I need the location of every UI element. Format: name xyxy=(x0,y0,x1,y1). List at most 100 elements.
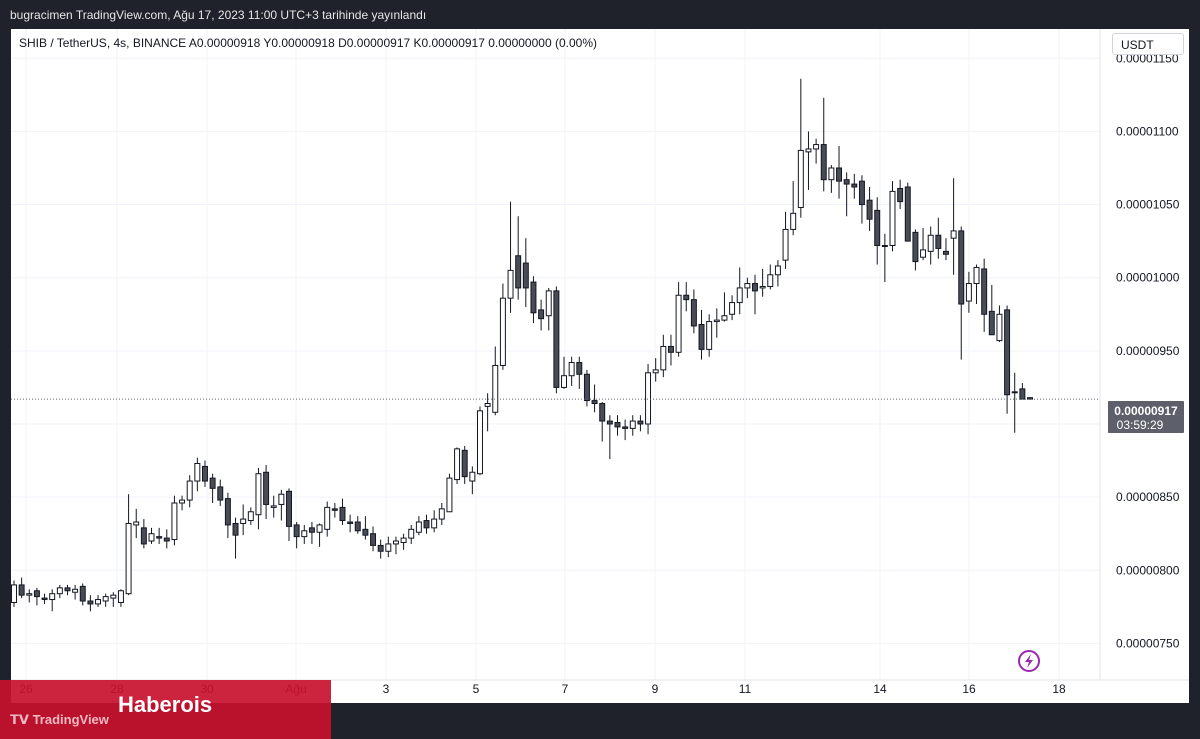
candle[interactable] xyxy=(110,592,117,607)
candle[interactable] xyxy=(148,527,155,544)
candle[interactable] xyxy=(324,501,331,537)
candle[interactable] xyxy=(431,510,438,533)
candle[interactable] xyxy=(645,364,652,435)
candle[interactable] xyxy=(660,334,667,378)
lightning-icon[interactable] xyxy=(1018,650,1040,672)
candle[interactable] xyxy=(836,146,843,199)
candle[interactable] xyxy=(759,268,766,297)
candle[interactable] xyxy=(133,508,140,539)
candle[interactable] xyxy=(553,286,560,394)
candle[interactable] xyxy=(606,415,613,460)
candle[interactable] xyxy=(828,165,835,193)
candle[interactable] xyxy=(18,577,25,599)
candle[interactable] xyxy=(286,488,292,542)
candle[interactable] xyxy=(973,264,980,305)
candle[interactable] xyxy=(423,514,430,534)
candle[interactable] xyxy=(33,587,40,606)
candle[interactable] xyxy=(706,314,713,357)
candle[interactable] xyxy=(996,305,1003,343)
candle[interactable] xyxy=(87,595,94,612)
candle[interactable] xyxy=(935,217,942,259)
candle[interactable] xyxy=(64,584,71,596)
candle[interactable] xyxy=(224,492,231,539)
candle[interactable] xyxy=(782,211,789,269)
candle[interactable] xyxy=(201,460,208,487)
candle[interactable] xyxy=(881,233,888,283)
candle[interactable] xyxy=(736,267,743,315)
candle[interactable] xyxy=(400,533,407,550)
candle[interactable] xyxy=(454,447,461,484)
candle[interactable] xyxy=(713,308,720,338)
candle[interactable] xyxy=(652,358,659,382)
candle[interactable] xyxy=(163,529,170,549)
candle[interactable] xyxy=(438,502,445,525)
candle[interactable] xyxy=(301,524,308,544)
candle[interactable] xyxy=(522,238,529,307)
candle[interactable] xyxy=(392,536,399,555)
candle[interactable] xyxy=(240,504,247,536)
candle[interactable] xyxy=(897,179,904,209)
candle[interactable] xyxy=(1004,305,1011,414)
candle[interactable] xyxy=(1019,383,1026,400)
candle[interactable] xyxy=(247,507,254,525)
candle[interactable] xyxy=(920,227,927,261)
candle[interactable] xyxy=(171,495,178,546)
candle[interactable] xyxy=(965,271,972,313)
candle[interactable] xyxy=(820,97,827,192)
candle[interactable] xyxy=(194,457,201,492)
candle[interactable] xyxy=(186,475,193,508)
candle[interactable] xyxy=(988,285,995,336)
candle[interactable] xyxy=(637,415,644,432)
candle[interactable] xyxy=(851,173,858,199)
candle[interactable] xyxy=(950,178,957,275)
candle[interactable] xyxy=(591,384,598,413)
candle[interactable] xyxy=(354,516,361,534)
candle[interactable] xyxy=(461,445,468,484)
candle[interactable] xyxy=(125,494,132,596)
candle[interactable] xyxy=(492,346,499,416)
candle[interactable] xyxy=(156,527,163,544)
candle[interactable] xyxy=(927,226,934,265)
candle[interactable] xyxy=(362,516,369,540)
candle[interactable] xyxy=(56,584,63,599)
candle[interactable] xyxy=(538,299,545,331)
candle[interactable] xyxy=(446,473,453,513)
candle[interactable] xyxy=(576,356,583,389)
candle[interactable] xyxy=(622,419,629,441)
candle[interactable] xyxy=(805,131,812,190)
candle[interactable] xyxy=(255,467,262,530)
candle[interactable] xyxy=(79,583,86,606)
candle[interactable] xyxy=(293,522,300,549)
candle[interactable] xyxy=(140,519,147,549)
candle[interactable] xyxy=(583,369,590,407)
candle[interactable] xyxy=(217,479,224,506)
candle[interactable] xyxy=(561,356,567,389)
candle[interactable] xyxy=(942,238,949,261)
candle[interactable] xyxy=(179,495,186,511)
candle[interactable] xyxy=(774,260,781,287)
candle[interactable] xyxy=(667,334,674,366)
candle[interactable] xyxy=(270,495,277,518)
candle[interactable] xyxy=(370,526,377,552)
candle[interactable] xyxy=(530,276,537,324)
candle[interactable] xyxy=(797,78,804,218)
candle[interactable] xyxy=(614,415,621,436)
candle[interactable] xyxy=(41,593,48,604)
candle[interactable] xyxy=(232,517,239,559)
candle[interactable] xyxy=(484,393,491,432)
candle[interactable] xyxy=(790,181,797,236)
candle[interactable] xyxy=(721,292,728,322)
candle[interactable] xyxy=(507,201,514,313)
candle[interactable] xyxy=(477,406,483,476)
candle[interactable] xyxy=(11,580,17,607)
candle[interactable] xyxy=(744,277,751,299)
candle[interactable] xyxy=(1011,372,1018,433)
candle[interactable] xyxy=(675,282,682,357)
candle[interactable] xyxy=(904,182,911,242)
candle[interactable] xyxy=(377,539,384,559)
candle[interactable] xyxy=(415,516,422,536)
candle[interactable] xyxy=(72,584,79,600)
candle[interactable] xyxy=(515,216,522,300)
candle[interactable] xyxy=(102,593,109,607)
candle[interactable] xyxy=(858,175,865,224)
